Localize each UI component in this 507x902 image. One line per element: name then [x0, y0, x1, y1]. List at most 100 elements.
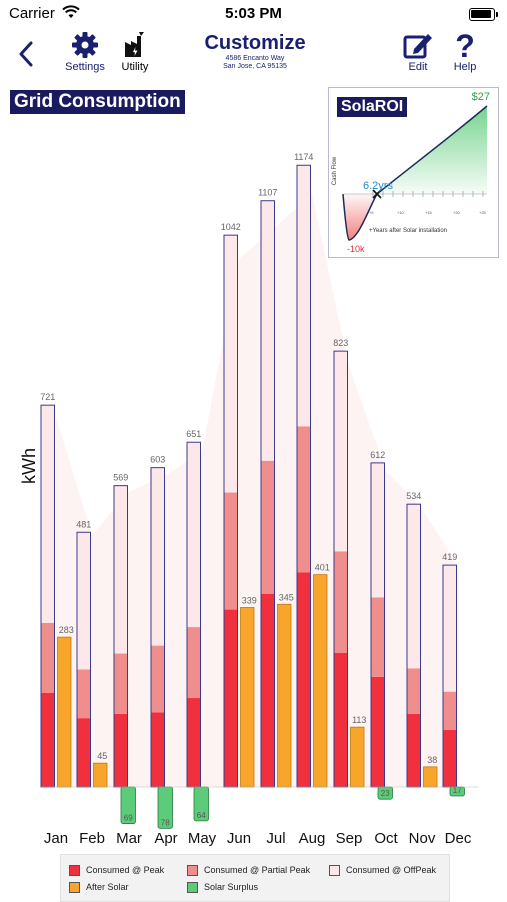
legend-label-offpeak: Consumed @ OffPeak: [346, 865, 437, 875]
bar-after-solar-jul: [277, 603, 292, 788]
surplus-label-dec: 17: [453, 786, 462, 795]
y-axis-label: kWh: [19, 448, 39, 484]
after-solar-label-aug: 401: [315, 563, 330, 573]
roi-tick-5: +25: [479, 210, 487, 215]
roi-sparkline: +5 +10 +15 +20 +25: [342, 105, 488, 241]
bar-after-solar-feb: [93, 762, 108, 788]
bar-offpeak-jul: [261, 200, 275, 461]
x-tick-aug: Aug: [299, 830, 326, 847]
bar-after-solar-nov: [423, 766, 438, 788]
bar-offpeak-jan: [41, 405, 55, 623]
x-tick-oct: Oct: [374, 830, 398, 847]
bar-after-solar-jun: [240, 607, 255, 788]
page-title-block: Customize 4586 Encanto Way San Jose, CA …: [180, 32, 330, 71]
bar-offpeak-apr: [151, 467, 165, 646]
x-tick-jun: Jun: [227, 830, 251, 847]
nav-bar: Settings Utility Customize 4586 Encanto …: [0, 30, 507, 80]
after-solar-label-jan: 283: [59, 625, 74, 635]
chevron-left-icon: [19, 41, 33, 67]
bar-partial-peak-jun: [224, 492, 238, 610]
bar-partial-peak-jan: [41, 622, 55, 693]
edit-button[interactable]: Edit: [389, 30, 447, 78]
bar-partial-peak-nov: [407, 668, 421, 714]
bar-partial-peak-dec: [443, 691, 457, 730]
bar-peak-jun: [224, 609, 238, 787]
bar-offpeak-mar: [114, 485, 128, 654]
legend-swatch-offpeak: [329, 865, 340, 876]
roi-tick-4: +20: [453, 210, 461, 215]
bar-peak-dec: [443, 729, 457, 787]
bar-offpeak-oct: [371, 462, 385, 598]
bar-offpeak-dec: [443, 565, 457, 692]
total-label-mar: 569: [113, 473, 128, 483]
x-tick-apr: Apr: [154, 830, 177, 847]
page-title: Customize: [204, 32, 306, 54]
roi-payback-label: 6.2yrs: [363, 180, 393, 192]
total-label-may: 651: [186, 429, 201, 439]
x-tick-mar: Mar: [116, 830, 142, 847]
address-line-1: 4586 Encanto Way: [225, 55, 285, 62]
settings-button[interactable]: Settings: [56, 30, 114, 78]
surplus-label-mar: 69: [124, 814, 133, 823]
x-tick-jan: Jan: [44, 830, 68, 847]
wifi-icon: [62, 5, 80, 24]
svg-text:?: ?: [455, 30, 475, 60]
total-label-sep: 823: [333, 338, 348, 348]
after-solar-label-jul: 345: [279, 592, 294, 602]
back-button[interactable]: [14, 36, 38, 72]
clock: 5:03 PM: [225, 5, 282, 22]
gear-icon: [72, 32, 98, 58]
roi-min-label: -10k: [347, 244, 365, 254]
bar-offpeak-nov: [407, 504, 421, 669]
bar-partial-peak-mar: [114, 653, 128, 714]
roi-tick-3: +15: [425, 210, 433, 215]
legend-swatch-partial-peak: [187, 865, 198, 876]
total-label-apr: 603: [150, 455, 165, 465]
bar-peak-jan: [41, 692, 55, 787]
total-label-aug: 1174: [294, 152, 313, 162]
total-label-jan: 721: [40, 392, 55, 402]
bar-partial-peak-jul: [261, 460, 275, 594]
x-tick-nov: Nov: [409, 830, 436, 847]
total-label-dec: 419: [442, 552, 457, 562]
bar-offpeak-sep: [334, 351, 348, 552]
total-label-jun: 1042: [221, 222, 241, 232]
utility-label: Utility: [121, 61, 149, 73]
bar-peak-may: [187, 698, 201, 787]
legend-swatch-solar-surplus: [187, 882, 198, 893]
battery-icon: [469, 8, 498, 21]
bar-peak-apr: [151, 712, 165, 787]
bar-after-solar-aug: [313, 574, 328, 788]
carrier-label: Carrier: [9, 5, 55, 22]
roi-max-label: $27: [471, 91, 490, 103]
bar-peak-mar: [114, 713, 128, 787]
after-solar-label-nov: 38: [427, 755, 437, 765]
solaroi-card[interactable]: +5 +10 +15 +20 +25 SolaROI $27 6.2yrs -1…: [328, 87, 499, 258]
after-solar-label-jun: 339: [242, 595, 257, 605]
roi-tick-2: +10: [397, 210, 405, 215]
bar-offpeak-aug: [297, 165, 311, 427]
bar-peak-feb: [77, 718, 91, 787]
legend-label-solar-surplus: Solar Surplus: [204, 882, 259, 892]
legend-swatch-after-solar: [69, 882, 80, 893]
question-mark-icon: ?: [455, 30, 475, 60]
bar-partial-peak-oct: [371, 597, 385, 677]
roi-x-axis-label: +Years after Solar installation: [369, 228, 447, 234]
total-label-oct: 612: [370, 450, 385, 460]
total-label-jul: 1107: [258, 188, 277, 198]
bar-peak-sep: [334, 653, 348, 787]
total-label-nov: 534: [406, 491, 421, 501]
status-bar: Carrier 5:03 PM: [0, 0, 507, 30]
edit-icon: [403, 34, 432, 59]
roi-title: SolaROI: [337, 97, 408, 117]
help-button[interactable]: ? Help: [436, 30, 494, 78]
after-solar-label-feb: 45: [97, 751, 107, 761]
bar-after-solar-sep: [350, 726, 365, 788]
address-line-2: San Jose, CA 95135: [223, 63, 287, 70]
utility-button[interactable]: Utility: [106, 30, 164, 78]
bar-offpeak-feb: [77, 532, 91, 670]
bar-partial-peak-may: [187, 627, 201, 699]
bar-offpeak-jun: [224, 235, 238, 493]
bar-peak-oct: [371, 676, 385, 787]
